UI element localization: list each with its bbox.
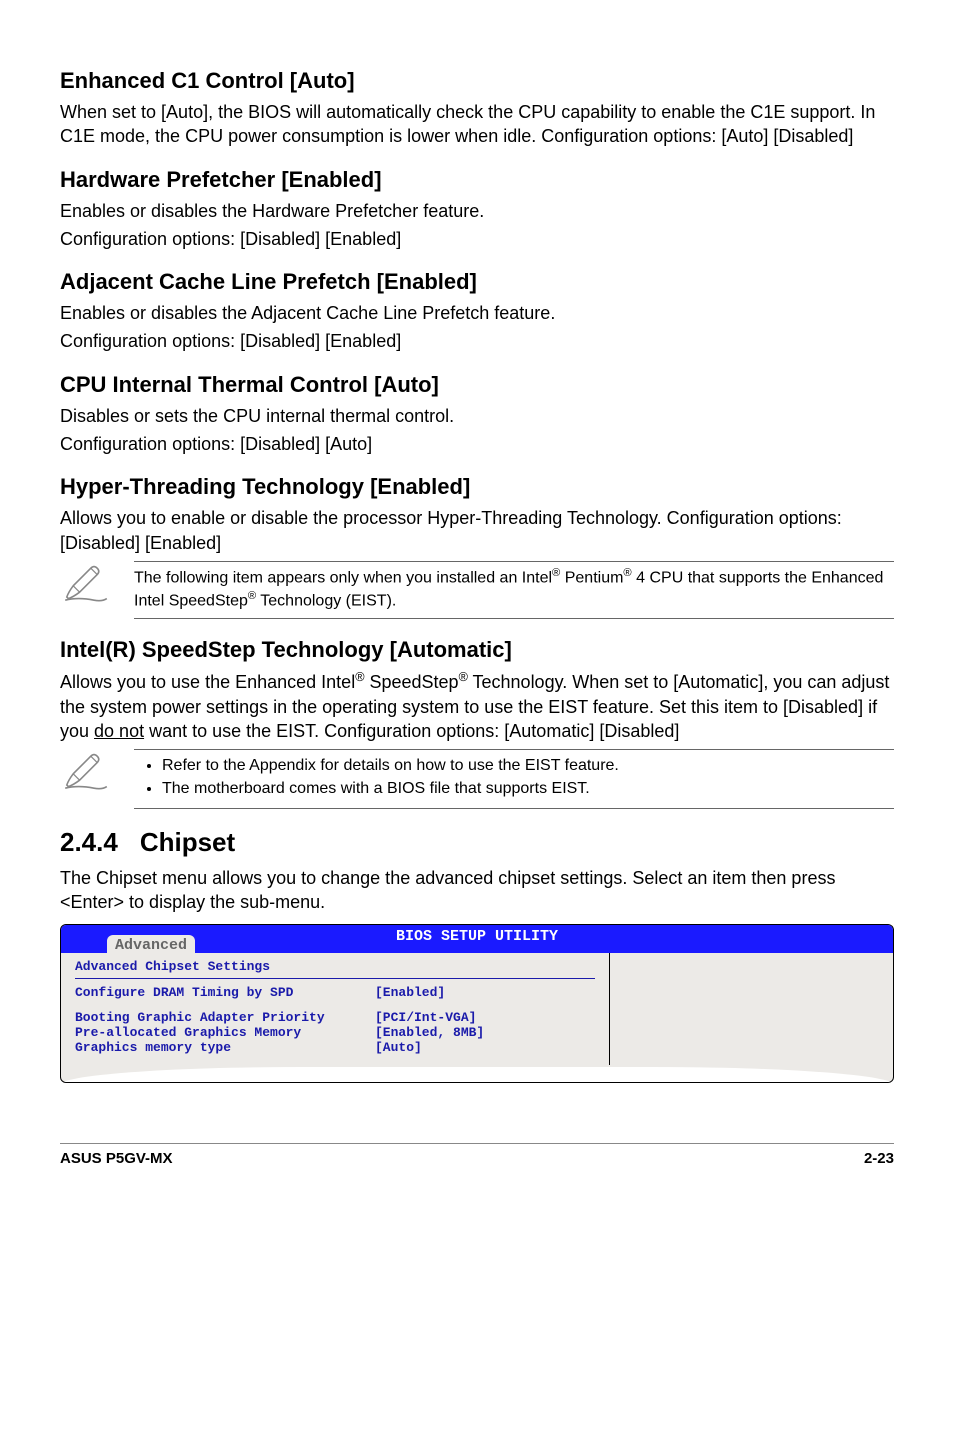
note-list-item: Refer to the Appendix for details on how… — [162, 756, 894, 777]
chapter-number: 2.4.4 — [60, 827, 118, 858]
chapter-title: Chipset — [140, 827, 235, 858]
body-text: When set to [Auto], the BIOS will automa… — [60, 100, 894, 149]
pencil-icon — [60, 561, 112, 610]
body-text: Enables or disables the Adjacent Cache L… — [60, 301, 894, 325]
section-heading: Enhanced C1 Control [Auto] — [60, 68, 894, 94]
note-block: The following item appears only when you… — [60, 561, 894, 619]
body-text: Configuration options: [Disabled] [Enabl… — [60, 329, 894, 353]
body-text: Disables or sets the CPU internal therma… — [60, 404, 894, 428]
bios-row: Configure DRAM Timing by SPD [Enabled] — [75, 985, 595, 1000]
bios-row: Graphics memory type [Auto] — [75, 1040, 595, 1055]
bios-torn-edge — [60, 1067, 894, 1083]
section-heading: Hyper-Threading Technology [Enabled] — [60, 474, 894, 500]
bios-value: [Enabled] — [375, 985, 445, 1000]
page-footer: ASUS P5GV-MX 2-23 — [60, 1143, 894, 1167]
bios-value: [Enabled, 8MB] — [375, 1025, 484, 1040]
body-text: Configuration options: [Disabled] [Auto] — [60, 432, 894, 456]
bios-panel: Advanced Chipset Settings Configure DRAM… — [61, 953, 610, 1065]
bios-header: Advanced Chipset Settings — [75, 959, 595, 974]
footer-right: 2-23 — [864, 1150, 894, 1167]
body-text: Allows you to use the Enhanced Intel® Sp… — [60, 669, 894, 743]
bios-help-panel — [610, 953, 893, 1065]
bios-label: Booting Graphic Adapter Priority — [75, 1010, 375, 1025]
bios-value: [PCI/Int-VGA] — [375, 1010, 476, 1025]
pencil-icon — [60, 749, 112, 798]
section-heading: Intel(R) SpeedStep Technology [Automatic… — [60, 637, 894, 663]
bios-screenshot: BIOS SETUP UTILITY Advanced Advanced Chi… — [60, 924, 894, 1083]
bios-tab-advanced: Advanced — [107, 935, 195, 954]
section-heading: CPU Internal Thermal Control [Auto] — [60, 372, 894, 398]
bios-row: Booting Graphic Adapter Priority [PCI/In… — [75, 1010, 595, 1025]
chapter-heading: 2.4.4 Chipset — [60, 827, 894, 858]
bios-label: Pre-allocated Graphics Memory — [75, 1025, 375, 1040]
bios-row: Pre-allocated Graphics Memory [Enabled, … — [75, 1025, 595, 1040]
bios-divider — [75, 978, 595, 979]
bios-value: [Auto] — [375, 1040, 422, 1055]
body-text: Enables or disables the Hardware Prefetc… — [60, 199, 894, 223]
section-heading: Adjacent Cache Line Prefetch [Enabled] — [60, 269, 894, 295]
bios-label: Configure DRAM Timing by SPD — [75, 985, 375, 1000]
footer-left: ASUS P5GV-MX — [60, 1150, 173, 1167]
body-text: The Chipset menu allows you to change th… — [60, 866, 894, 915]
note-list-item: The motherboard comes with a BIOS file t… — [162, 779, 894, 800]
body-text: Configuration options: [Disabled] [Enabl… — [60, 227, 894, 251]
body-text: Allows you to enable or disable the proc… — [60, 506, 894, 555]
note-text: Refer to the Appendix for details on how… — [134, 749, 894, 809]
section-heading: Hardware Prefetcher [Enabled] — [60, 167, 894, 193]
bios-titlebar: BIOS SETUP UTILITY Advanced — [61, 925, 893, 953]
bios-label: Graphics memory type — [75, 1040, 375, 1055]
note-block: Refer to the Appendix for details on how… — [60, 749, 894, 809]
note-text: The following item appears only when you… — [134, 561, 894, 619]
